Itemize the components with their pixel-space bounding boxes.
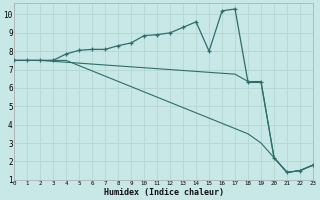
X-axis label: Humidex (Indice chaleur): Humidex (Indice chaleur) — [104, 188, 224, 197]
